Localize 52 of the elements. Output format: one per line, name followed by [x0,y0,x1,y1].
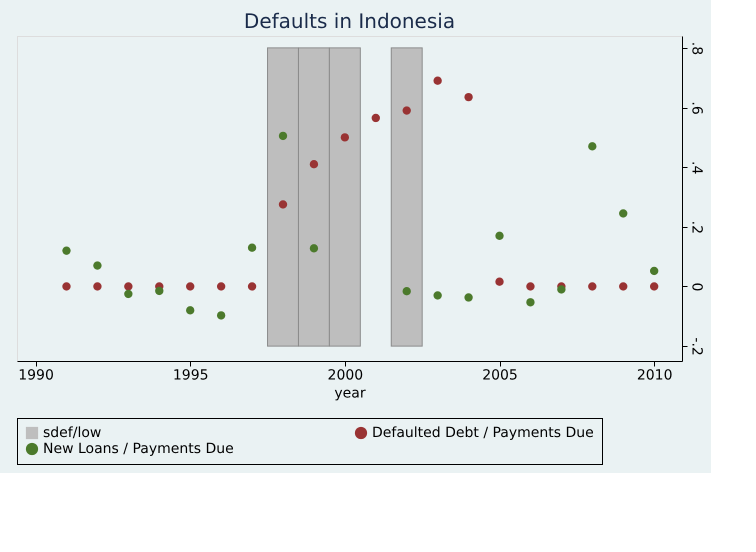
point [372,114,380,122]
point [526,282,535,291]
chart-title: Defaults in Indonesia [244,9,456,33]
point [124,290,133,298]
point [248,282,256,291]
y-tick-label: .4 [688,161,704,174]
point [619,209,628,218]
y-tick-label: .6 [688,101,704,115]
point [62,282,71,291]
point [124,282,133,291]
point [495,278,504,286]
point [433,76,442,85]
point [155,286,164,296]
legend-label: Defaulted Debt / Payments Due [372,425,594,441]
point [650,282,658,291]
point [619,282,628,291]
point [62,246,71,255]
point [310,244,318,252]
point [495,232,504,240]
point [526,298,535,306]
point [93,261,102,270]
point [248,244,256,252]
point [464,92,473,102]
legend-label: New Loans / Payments Due [43,441,234,457]
x-tick-label: 2005 [482,368,518,384]
point [93,282,102,291]
x-tick-label: 1995 [172,368,209,384]
x-tick-label: 1990 [18,368,54,384]
y-tick-label: 0 [688,282,704,292]
y-tick-label: .2 [688,220,704,234]
legend-label: sdef/low [43,425,102,441]
point [588,282,596,291]
point [588,142,596,150]
y-tick-label: .8 [688,42,704,56]
point [464,293,473,302]
x-axis-title: year [334,386,366,402]
y-tick-label: -.2 [688,337,704,356]
point [402,106,411,115]
x-tick-label: 2010 [636,368,672,384]
point [650,266,658,276]
point [310,160,318,168]
point [216,282,226,291]
point [216,311,226,320]
point [278,200,288,209]
point [278,132,288,140]
x-tick-label: 2000 [328,368,364,384]
point [402,287,411,296]
point [186,306,194,314]
point [340,133,350,142]
point [186,282,194,291]
point [433,291,442,300]
point [557,285,566,294]
